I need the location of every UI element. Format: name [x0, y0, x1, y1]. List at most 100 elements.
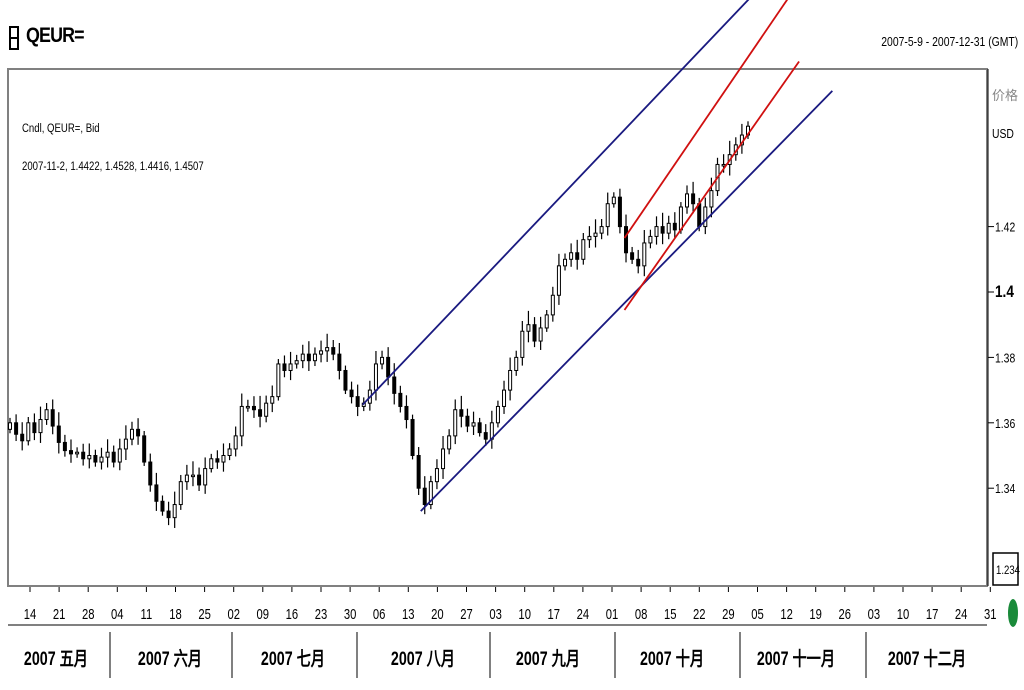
x-tick-label: 15	[664, 605, 677, 622]
candle-body	[20, 433, 25, 442]
candle-body	[703, 206, 708, 228]
candle-body	[477, 422, 482, 434]
x-tick-label: 03	[489, 605, 502, 622]
x-tick-label: 08	[635, 605, 648, 622]
x-tick-label: 16	[286, 605, 299, 622]
month-label: 2007 六月	[138, 647, 202, 670]
plot-frame	[7, 68, 988, 587]
x-axis-day-ticks: 14 21 28 04 11 18 25 02 09 16 23 30 06 13 20 27 03 10 17 24…	[24, 587, 997, 622]
candle-body	[617, 196, 622, 228]
candle-body	[721, 163, 726, 167]
candle-body	[62, 441, 67, 452]
scale-box[interactable]	[992, 552, 1019, 586]
chart-icon[interactable]	[9, 26, 19, 50]
candle-body	[459, 409, 464, 417]
candle-body	[56, 425, 61, 443]
candle-body	[434, 468, 439, 483]
candle-body	[514, 356, 519, 371]
candle-body	[319, 350, 324, 355]
date-range: 2007-5-9 - 2007-12-31 (GMT)	[881, 34, 1018, 49]
candle-body	[203, 468, 208, 486]
trendline[interactable]	[361, 0, 766, 406]
candle-body	[441, 448, 446, 470]
x-tick-label: 27	[460, 605, 473, 622]
candle-body	[386, 356, 391, 378]
candle-body	[251, 405, 256, 411]
candle-body	[190, 474, 195, 478]
candle-body	[87, 455, 92, 460]
candle-body	[178, 481, 183, 506]
candle-body	[136, 428, 141, 437]
candle-body	[288, 363, 293, 371]
candle-body	[276, 363, 281, 398]
x-tick-label: 20	[431, 605, 444, 622]
candle-body	[605, 203, 610, 228]
candle-body	[99, 456, 104, 463]
candle-body	[355, 396, 360, 407]
trendline[interactable]	[623, 0, 790, 239]
candle-body	[221, 455, 226, 463]
y-tick-label: 1.38	[995, 351, 1016, 365]
candle-body	[258, 409, 263, 417]
x-tick-label: 24	[955, 605, 968, 622]
candle-body	[349, 389, 354, 398]
candle-body	[75, 451, 80, 455]
candle-body	[337, 353, 342, 371]
candle-body	[666, 222, 671, 234]
y-tick-label: 1.34	[995, 482, 1016, 496]
x-tick-label: 30	[344, 605, 357, 622]
candle-body	[410, 419, 415, 456]
candle-body	[709, 190, 714, 208]
legend-last-values: 2007-11-2, 1.4422, 1.4528, 1.4416, 1.450…	[22, 160, 204, 173]
y-axis-label-price: 价格	[992, 88, 1018, 103]
candle-body	[502, 389, 507, 407]
x-tick-label: 13	[402, 605, 415, 622]
candle-body	[270, 396, 275, 404]
candle-body	[428, 481, 433, 506]
x-tick-label: 05	[751, 605, 764, 622]
x-tick-label: 25	[198, 605, 211, 622]
candle-body	[404, 405, 409, 421]
candle-body	[495, 405, 500, 424]
trendline[interactable]	[420, 90, 833, 512]
candle-body	[550, 294, 555, 316]
candle-body	[148, 461, 153, 486]
x-tick-label: 12	[780, 605, 793, 622]
candle-body	[532, 324, 537, 342]
candlestick-series	[8, 121, 750, 528]
candle-body	[611, 196, 616, 205]
candle-body	[81, 451, 86, 460]
candle-body	[233, 435, 238, 450]
y-tick-label: 1.36	[995, 417, 1016, 431]
x-tick-label: 04	[111, 605, 124, 622]
candle-body	[160, 500, 165, 512]
candle-body	[282, 363, 287, 371]
candle-body	[593, 232, 598, 237]
candle-body	[691, 193, 696, 205]
x-tick-label: 23	[315, 605, 328, 622]
candle-body	[264, 402, 269, 417]
trendline[interactable]	[623, 60, 800, 311]
candle-body	[416, 455, 421, 489]
candle-body	[453, 409, 458, 437]
instrument-title: QEUR=	[26, 24, 85, 47]
candle-body	[575, 252, 580, 260]
candle-body	[392, 376, 397, 394]
candle-body	[672, 222, 677, 231]
x-tick-label: 14	[24, 605, 37, 622]
candle-body	[44, 409, 49, 421]
candle-body	[563, 258, 568, 267]
candle-body	[300, 353, 305, 362]
candle-body	[581, 239, 586, 260]
candle-body	[483, 432, 488, 440]
y-tick-label: 1.4	[995, 283, 1014, 302]
legend-series-label: Cndl, QEUR=, Bid	[22, 122, 100, 135]
candle-body	[14, 422, 19, 435]
candle-body	[587, 235, 592, 241]
candle-body	[422, 487, 427, 506]
candle-body	[331, 347, 336, 355]
y-axis-ticks: 1.42 1.4 1.38 1.36 1.34	[988, 221, 1016, 497]
x-tick-label: 22	[693, 605, 706, 622]
candle-body	[111, 451, 116, 463]
